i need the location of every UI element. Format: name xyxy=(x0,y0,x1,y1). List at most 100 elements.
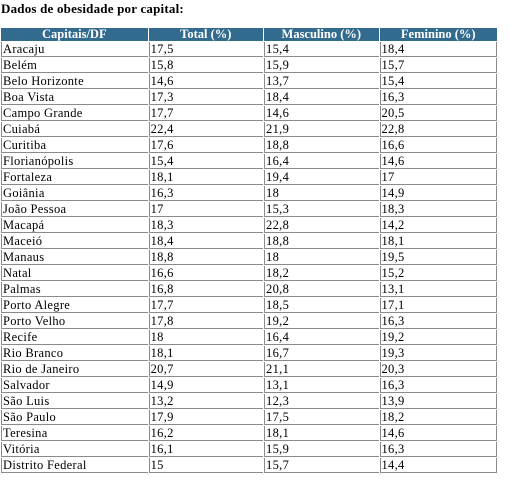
cell-capital: Porto Alegre xyxy=(1,298,148,313)
cell-capital: Palmas xyxy=(1,282,148,297)
cell-female: 15,2 xyxy=(379,266,497,281)
table-row: Cuiabá 22,4 21,9 22,8 xyxy=(1,122,497,137)
table-row: São Paulo 17,9 17,5 18,2 xyxy=(1,410,497,425)
cell-female: 16,3 xyxy=(379,442,497,457)
cell-male: 18,1 xyxy=(264,426,379,441)
cell-capital: Macapá xyxy=(1,218,148,233)
cell-female: 14,6 xyxy=(379,154,497,169)
cell-total: 18,4 xyxy=(148,234,264,249)
cell-capital: Cuiabá xyxy=(1,122,148,137)
cell-total: 18,1 xyxy=(148,346,264,361)
cell-total: 16,8 xyxy=(148,282,264,297)
table-row: São Luis 13,2 12,3 13,9 xyxy=(1,394,497,409)
cell-total: 17 xyxy=(148,202,264,217)
cell-female: 16,3 xyxy=(379,90,497,105)
cell-total: 17,8 xyxy=(148,314,264,329)
table-row: Vitória 16,1 15,9 16,3 xyxy=(1,442,497,457)
cell-capital: Teresina xyxy=(1,426,148,441)
cell-total: 22,4 xyxy=(148,122,264,137)
table-row: Manaus 18,8 18 19,5 xyxy=(1,250,497,265)
table-row: Curitiba 17,6 18,8 16,6 xyxy=(1,138,497,153)
header-male: Masculino (%) xyxy=(264,28,379,41)
table-row: Boa Vista 17,3 18,4 16,3 xyxy=(1,90,497,105)
table-row: Belém 15,8 15,9 15,7 xyxy=(1,58,497,73)
cell-capital: Salvador xyxy=(1,378,148,393)
cell-male: 16,4 xyxy=(264,330,379,345)
cell-female: 15,7 xyxy=(379,58,497,73)
cell-female: 18,2 xyxy=(379,410,497,425)
cell-capital: Distrito Federal xyxy=(1,458,148,473)
cell-total: 18,3 xyxy=(148,218,264,233)
cell-male: 18,4 xyxy=(264,90,379,105)
table-row: Porto Alegre 17,7 18,5 17,1 xyxy=(1,298,497,313)
cell-female: 19,3 xyxy=(379,346,497,361)
cell-male: 18 xyxy=(264,250,379,265)
cell-capital: São Paulo xyxy=(1,410,148,425)
cell-male: 16,4 xyxy=(264,154,379,169)
cell-total: 13,2 xyxy=(148,394,264,409)
cell-total: 15,8 xyxy=(148,58,264,73)
cell-capital: Vitória xyxy=(1,442,148,457)
table-row: Belo Horizonte 14,6 13,7 15,4 xyxy=(1,74,497,89)
cell-female: 16,6 xyxy=(379,138,497,153)
cell-total: 17,9 xyxy=(148,410,264,425)
table-row: Campo Grande 17,7 14,6 20,5 xyxy=(1,106,497,121)
cell-female: 14,2 xyxy=(379,218,497,233)
cell-female: 20,5 xyxy=(379,106,497,121)
cell-male: 18,8 xyxy=(264,234,379,249)
cell-total: 17,7 xyxy=(148,106,264,121)
cell-total: 16,3 xyxy=(148,186,264,201)
cell-total: 17,6 xyxy=(148,138,264,153)
cell-total: 14,9 xyxy=(148,378,264,393)
cell-capital: Campo Grande xyxy=(1,106,148,121)
cell-capital: Florianópolis xyxy=(1,154,148,169)
cell-female: 14,6 xyxy=(379,426,497,441)
cell-total: 18,1 xyxy=(148,170,264,185)
cell-capital: Rio de Janeiro xyxy=(1,362,148,377)
cell-capital: Goiânia xyxy=(1,186,148,201)
cell-capital: Maceió xyxy=(1,234,148,249)
cell-female: 19,2 xyxy=(379,330,497,345)
cell-total: 16,1 xyxy=(148,442,264,457)
cell-female: 17 xyxy=(379,170,497,185)
cell-male: 19,2 xyxy=(264,314,379,329)
table-row: João Pessoa 17 15,3 18,3 xyxy=(1,202,497,217)
cell-total: 18 xyxy=(148,330,264,345)
cell-capital: Porto Velho xyxy=(1,314,148,329)
cell-capital: Belo Horizonte xyxy=(1,74,148,89)
cell-male: 18 xyxy=(264,186,379,201)
cell-male: 19,4 xyxy=(264,170,379,185)
cell-capital: João Pessoa xyxy=(1,202,148,217)
cell-female: 17,1 xyxy=(379,298,497,313)
cell-male: 18,5 xyxy=(264,298,379,313)
cell-male: 16,7 xyxy=(264,346,379,361)
cell-capital: São Luis xyxy=(1,394,148,409)
table-row: Natal 16,6 18,2 15,2 xyxy=(1,266,497,281)
cell-female: 18,1 xyxy=(379,234,497,249)
cell-female: 20,3 xyxy=(379,362,497,377)
cell-female: 18,4 xyxy=(379,42,497,57)
cell-female: 14,4 xyxy=(379,458,497,473)
cell-male: 18,8 xyxy=(264,138,379,153)
table-row: Rio de Janeiro 20,7 21,1 20,3 xyxy=(1,362,497,377)
cell-male: 15,9 xyxy=(264,58,379,73)
table-body: Aracaju 17,5 15,4 18,4 Belém 15,8 15,9 15,7 Belo… xyxy=(1,42,497,473)
table-row: Porto Velho 17,8 19,2 16,3 xyxy=(1,314,497,329)
cell-male: 15,3 xyxy=(264,202,379,217)
cell-capital: Manaus xyxy=(1,250,148,265)
cell-male: 17,5 xyxy=(264,410,379,425)
table-row: Recife 18 16,4 19,2 xyxy=(1,330,497,345)
cell-male: 12,3 xyxy=(264,394,379,409)
cell-capital: Natal xyxy=(1,266,148,281)
table-header-row: Capitais/DF Total (%) Masculino (%) Femi… xyxy=(1,28,497,41)
cell-capital: Rio Branco xyxy=(1,346,148,361)
cell-capital: Belém xyxy=(1,58,148,73)
cell-male: 14,6 xyxy=(264,106,379,121)
cell-male: 15,4 xyxy=(264,42,379,57)
cell-total: 17,7 xyxy=(148,298,264,313)
table-row: Aracaju 17,5 15,4 18,4 xyxy=(1,42,497,57)
cell-male: 22,8 xyxy=(264,218,379,233)
cell-capital: Recife xyxy=(1,330,148,345)
table-row: Fortaleza 18,1 19,4 17 xyxy=(1,170,497,185)
cell-total: 17,3 xyxy=(148,90,264,105)
